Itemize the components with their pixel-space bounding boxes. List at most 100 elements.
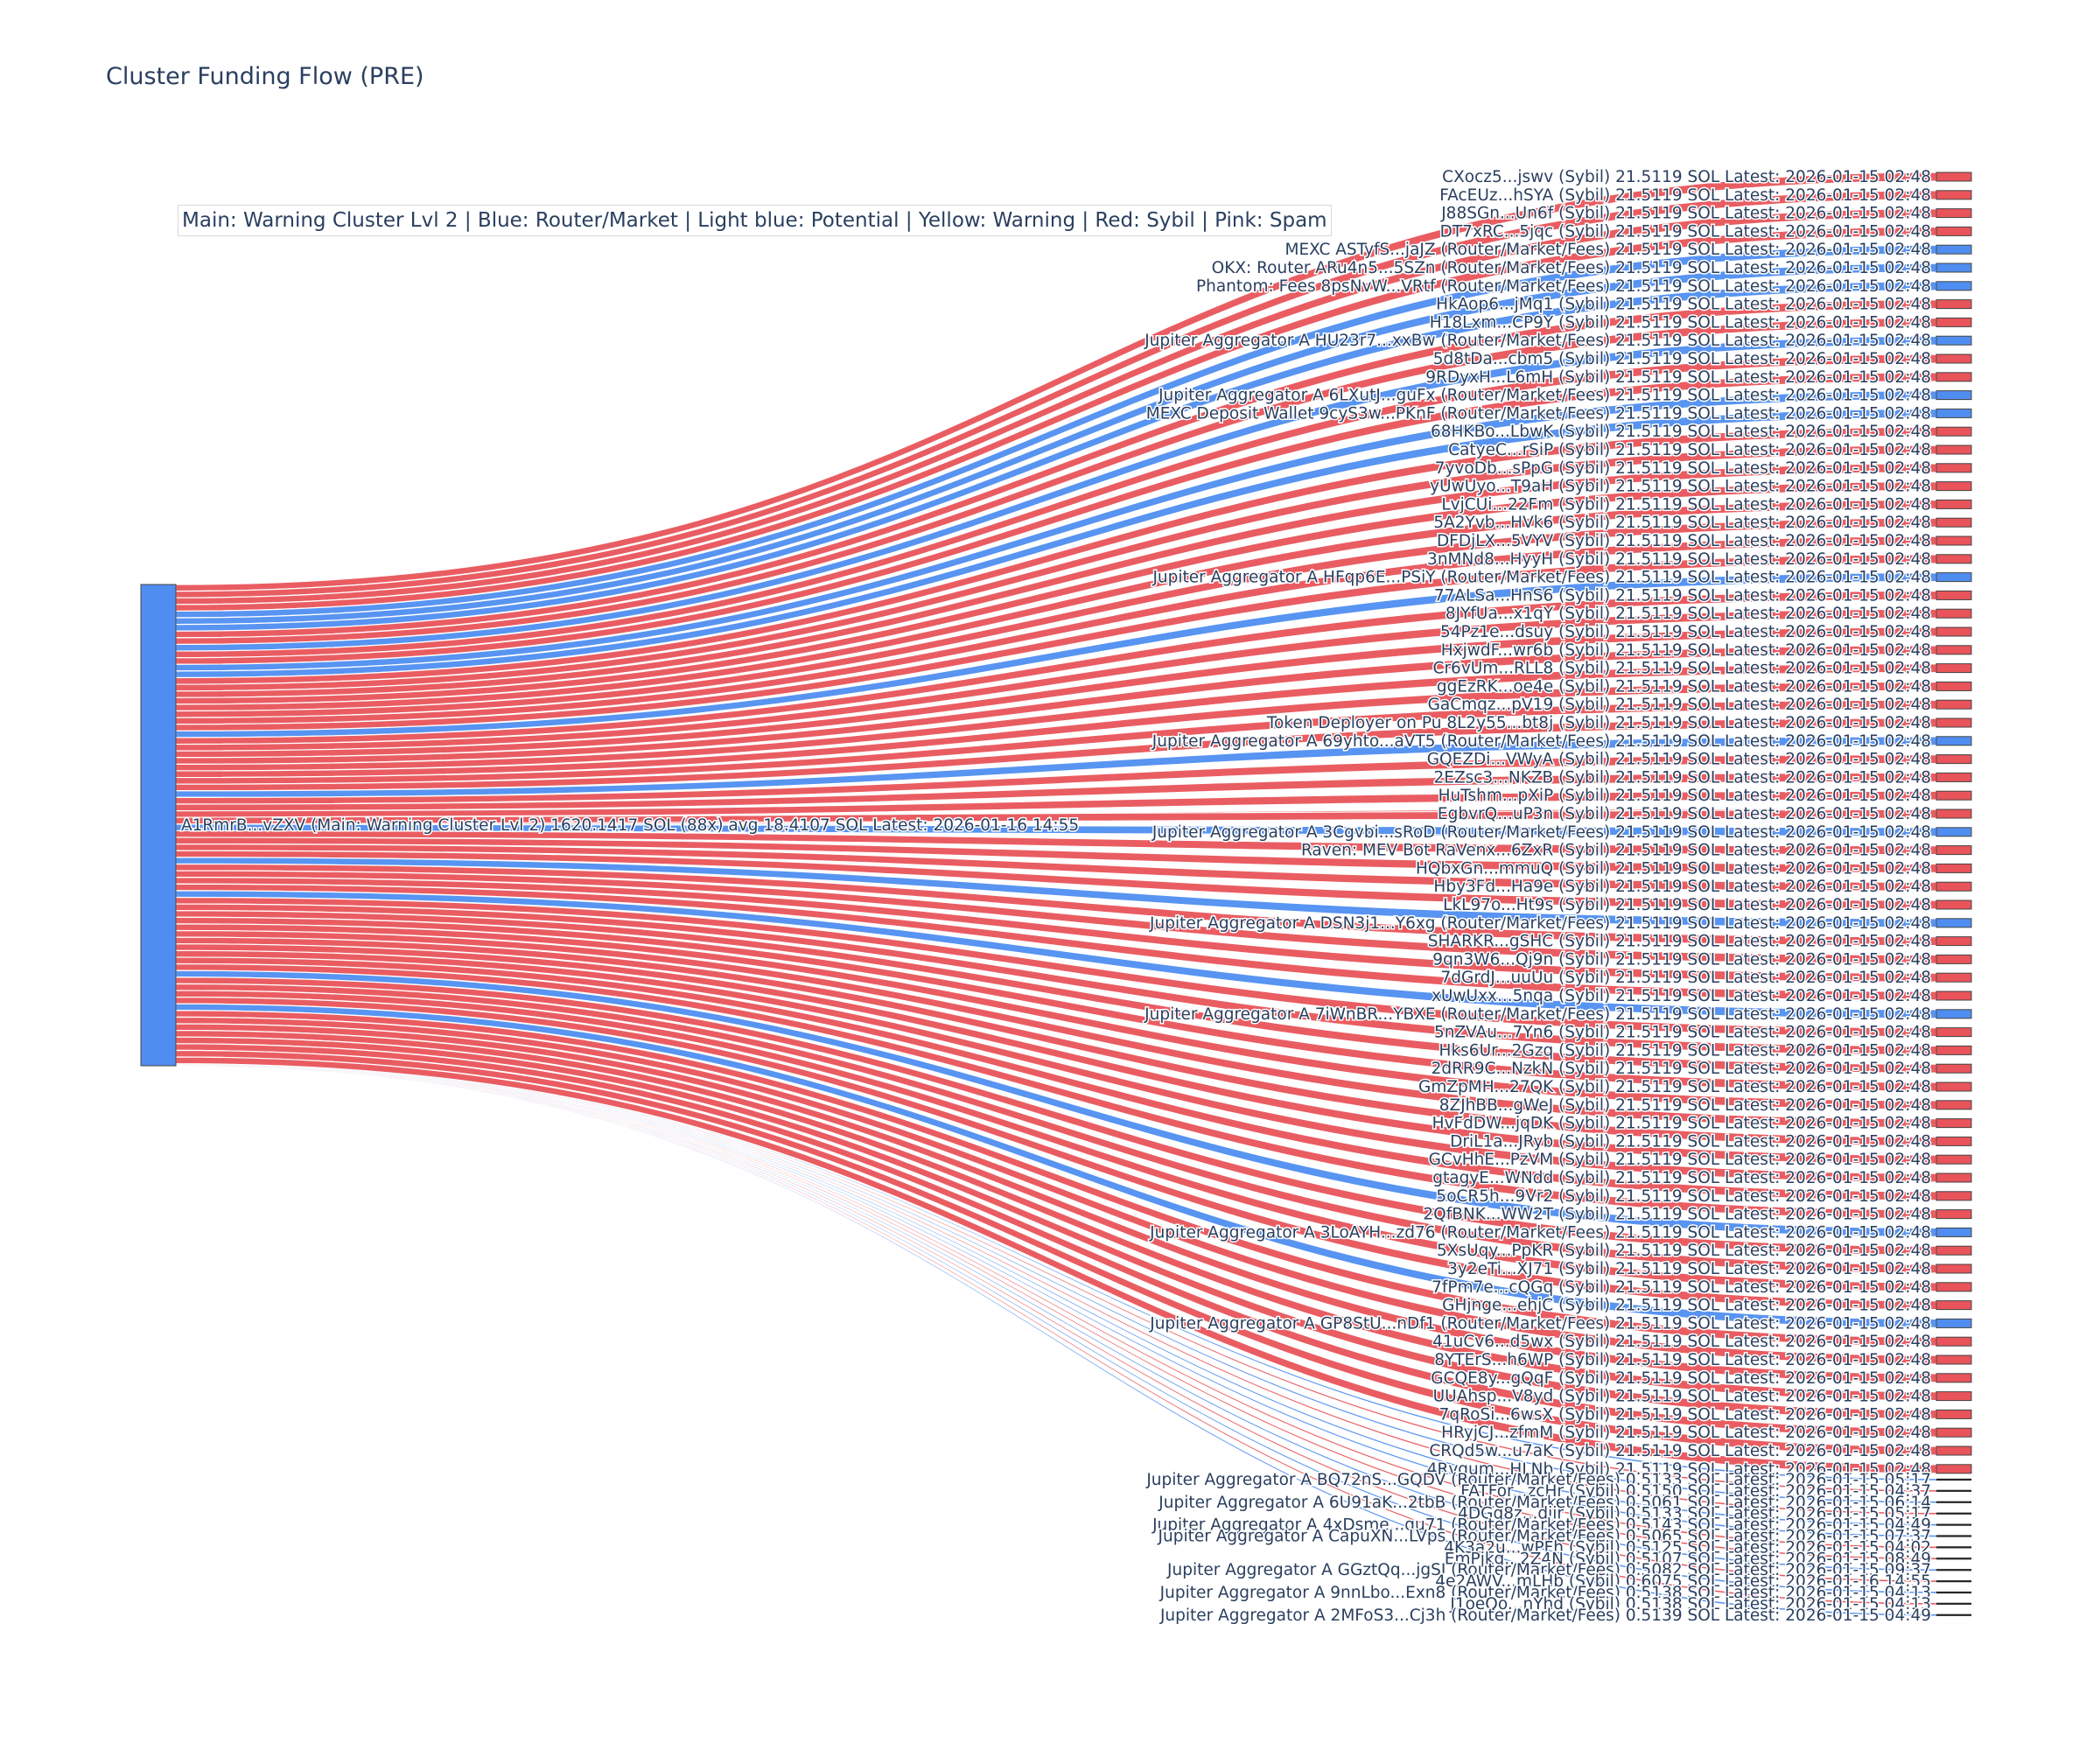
sankey-nodes (140, 172, 1972, 1616)
target-node-label: ggEzRK...oe4e (Sybil) 21.5119 SOL Latest… (1437, 677, 1931, 696)
target-node (1936, 572, 1972, 583)
sankey-links (175, 172, 1937, 1617)
target-node-label: Jupiter Aggregator A 3LoAYH...zd76 (Rout… (1149, 1223, 1931, 1242)
target-node-label: HuTshm...pXiP (Sybil) 21.5119 SOL Latest… (1438, 787, 1931, 805)
target-node (1936, 390, 1972, 401)
target-node (1936, 954, 1972, 964)
target-node (1936, 1009, 1972, 1019)
target-node-label: 4Rvgum...HLNb (Sybil) 21.5119 SOL Latest… (1427, 1460, 1931, 1479)
target-node-label: 54Pz1e...dsuy (Sybil) 21.5119 SOL Latest… (1440, 623, 1931, 641)
target-node-label: Jupiter Aggregator A 9nnLbo...Exn8 (Rout… (1159, 1584, 1931, 1602)
target-node (1936, 1209, 1972, 1220)
target-node (1936, 190, 1972, 200)
target-node (1936, 626, 1972, 637)
target-node-label: 8YTErS...h6WP (Sybil) 21.5119 SOL Latest… (1434, 1351, 1931, 1369)
target-node (1936, 1264, 1972, 1274)
target-node-label: CatyeC...rSiP (Sybil) 21.5119 SOL Latest… (1448, 441, 1931, 459)
target-node (1936, 1512, 1972, 1515)
target-node (1936, 608, 1972, 619)
target-node (1936, 590, 1972, 600)
target-node-label: UUAhsp...V8yd (Sybil) 21.5119 SOL Latest… (1433, 1388, 1931, 1406)
target-node-label: H18Lxm...CP9Y (Sybil) 21.5119 SOL Latest… (1430, 313, 1931, 332)
target-node-label: yUwUyo...T9aH (Sybil) 21.5119 SOL Latest… (1430, 478, 1931, 496)
target-node (1936, 317, 1972, 327)
target-node (1936, 226, 1972, 236)
target-node-label: Jupiter Aggregator A 6LXutJ...guFx (Rout… (1158, 387, 1931, 405)
target-node-label: FATFor...zcHr (Sybil) 0.5150 SOL Latest:… (1460, 1482, 1931, 1501)
target-node (1936, 1523, 1972, 1526)
target-node (1936, 1318, 1972, 1328)
target-node (1936, 172, 1972, 182)
target-node (1936, 1063, 1972, 1074)
target-node-label: LkL97o...Ht9s (Sybil) 21.5119 SOL Latest… (1443, 896, 1931, 914)
target-node (1936, 1118, 1972, 1129)
target-node-label: HRyjCJ...zfmM (Sybil) 21.5119 SOL Latest… (1441, 1424, 1931, 1442)
target-node (1936, 1245, 1972, 1256)
target-node (1936, 444, 1972, 455)
target-node-label: 7qRoSi...6wsX (Sybil) 21.5119 SOL Latest… (1439, 1405, 1931, 1424)
target-node-label: OKX: Router ARu4n5...5SZn (Router/Market… (1212, 259, 1931, 277)
target-node (1936, 990, 1972, 1001)
target-node-label: Jupiter Aggregator A DSN3j1...Y6xg (Rout… (1149, 914, 1931, 933)
target-node (1936, 681, 1972, 691)
target-node-label: Jupiter Aggregator A CapuXN...LVps (Rout… (1158, 1528, 1931, 1546)
target-node-label: 7dGrdJ...uuUu (Sybil) 21.5119 SOL Latest… (1441, 969, 1931, 987)
target-node-label: MEXC ASTyfS...jaJZ (Router/Market/Fees) … (1284, 241, 1931, 259)
target-node-label: 5d8tDa...cbm5 (Sybil) 21.5119 SOL Latest… (1433, 350, 1931, 368)
target-node (1936, 900, 1972, 910)
target-node (1936, 1427, 1972, 1438)
target-node-label: 3y2eTi...XJ71 (Sybil) 21.5119 SOL Latest… (1447, 1260, 1931, 1278)
target-node-label: Raven: MEV Bot RaVenx...6ZxR (Sybil) 21.… (1301, 842, 1931, 860)
target-node-label: HxjwdF...wr6b (Sybil) 21.5119 SOL Latest… (1441, 641, 1931, 660)
chart-title: Cluster Funding Flow (PRE) (106, 63, 424, 90)
target-node (1936, 827, 1972, 837)
sankey-labels: CXocz5...jswv (Sybil) 21.5119 SOL Latest… (180, 167, 1933, 1627)
target-node (1936, 936, 1972, 947)
target-node (1936, 1191, 1972, 1201)
target-node-label: 2QfBNK...WW2T (Sybil) 21.5119 SOL Latest… (1423, 1206, 1931, 1224)
target-node-label: Jupiter Aggregator A BQ72nS...GQDV (Rout… (1145, 1471, 1931, 1489)
target-node-label: Cr6vUm...RLL8 (Sybil) 21.5119 SOL Latest… (1433, 660, 1931, 678)
source-node-label: A1RmrB...vZXV (Main: Warning Cluster Lvl… (181, 816, 1079, 835)
target-node (1936, 1614, 1972, 1616)
target-node-label: 5A2Yvb...HVk6 (Sybil) 21.5119 SOL Latest… (1433, 514, 1931, 532)
target-node (1936, 1172, 1972, 1183)
target-node (1936, 790, 1972, 801)
target-node-label: Jupiter Aggregator A 6U91aK...2tbB (Rout… (1158, 1494, 1931, 1512)
target-node (1936, 262, 1972, 273)
target-node (1936, 1489, 1972, 1493)
target-node (1936, 1602, 1972, 1606)
target-node-label: Jupiter Aggregator A 2MFoS3...Cj3h (Rout… (1159, 1606, 1931, 1625)
target-node-label: Token Deployer on Pu 8L2y55...bt8j (Sybi… (1266, 714, 1931, 732)
target-node (1936, 299, 1972, 310)
target-node-label: CRQd5w...u7aK (Sybil) 21.5119 SOL Latest… (1429, 1442, 1931, 1460)
target-node (1936, 645, 1972, 655)
target-node-label: 9qn3W6...Qj9n (Sybil) 21.5119 SOL Latest… (1432, 950, 1931, 969)
target-node (1936, 1045, 1972, 1055)
target-node (1936, 845, 1972, 856)
target-node (1936, 718, 1972, 728)
target-node-label: 8ZJhBB...gWeJ (Sybil) 21.5119 SOL Latest… (1439, 1096, 1931, 1115)
target-node (1936, 1354, 1972, 1365)
target-node (1936, 481, 1972, 492)
target-node-label: Jupiter Aggregator A GGztQq...jgSJ (Rout… (1166, 1561, 1931, 1579)
target-node (1936, 426, 1972, 437)
target-node (1936, 1136, 1972, 1146)
target-node-label: DFDjLX...5VYV (Sybil) 21.5119 SOL Latest… (1437, 532, 1931, 550)
target-node (1936, 517, 1972, 528)
target-node (1936, 754, 1972, 765)
target-node-label: 2dRR9C...NzkN (Sybil) 21.5119 SOL Latest… (1432, 1060, 1931, 1078)
target-node (1936, 881, 1972, 892)
target-node (1936, 1282, 1972, 1292)
target-node-label: EmPjkg...2Z4N (Sybil) 0.5107 SOL Latest:… (1445, 1550, 1931, 1568)
target-node-label: 4e2AWV...mLHb (Sybil) 0.6075 SOL Latest:… (1435, 1572, 1931, 1591)
target-node-label: 41uCv6...d5wx (Sybil) 21.5119 SOL Latest… (1432, 1333, 1931, 1351)
target-node (1936, 1569, 1972, 1572)
target-node (1936, 554, 1972, 564)
target-node (1936, 1409, 1972, 1419)
target-node-label: GCvHhE...PzVM (Sybil) 21.5119 SOL Latest… (1429, 1151, 1931, 1169)
target-node (1936, 1535, 1972, 1537)
target-node-label: 7fPm7e...cQGq (Sybil) 21.5119 SOL Latest… (1432, 1278, 1931, 1297)
target-node-label: DT7xRC...5jqc (Sybil) 21.5119 SOL Latest… (1440, 222, 1931, 241)
